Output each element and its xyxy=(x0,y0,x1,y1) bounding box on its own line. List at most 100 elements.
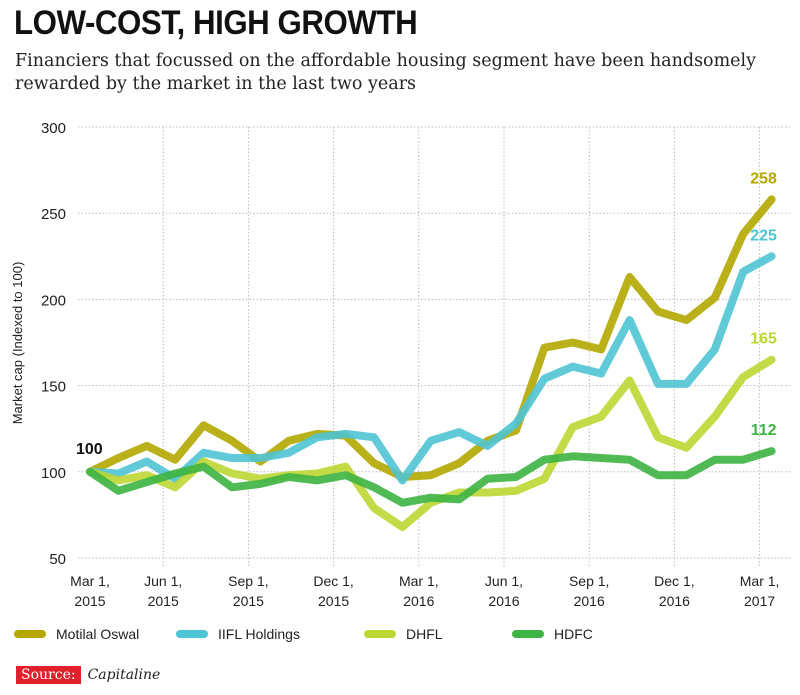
legend-item-hdfc: HDFC xyxy=(512,626,593,642)
data-point xyxy=(771,255,773,257)
start-value-label: 100 xyxy=(76,441,103,458)
end-value-label: 258 xyxy=(750,170,777,187)
y-tick-label: 250 xyxy=(41,206,66,223)
x-tick-label: Mar 1, xyxy=(399,573,439,589)
end-value-label: 225 xyxy=(750,227,777,244)
data-point xyxy=(572,455,574,457)
data-point xyxy=(458,431,460,433)
data-point xyxy=(600,373,602,375)
legend-item-iifl-holdings: IIFL Holdings xyxy=(176,626,364,642)
data-point xyxy=(288,452,290,454)
y-tick-label: 150 xyxy=(41,379,66,396)
x-tick-label: Dec 1, xyxy=(313,573,353,589)
end-value-label: 112 xyxy=(751,422,777,439)
data-point xyxy=(572,426,574,428)
source-label: Source: xyxy=(16,666,81,684)
data-point xyxy=(146,481,148,483)
data-point xyxy=(259,457,261,459)
data-point xyxy=(600,416,602,418)
x-tick-label: 2016 xyxy=(574,593,605,609)
data-point xyxy=(771,359,773,361)
chart-subtitle: Financiers that focussed on the affordab… xyxy=(15,51,757,94)
x-tick-label: 2015 xyxy=(148,593,179,609)
data-point xyxy=(685,474,687,476)
data-point xyxy=(458,491,460,493)
data-point xyxy=(685,383,687,385)
data-point xyxy=(373,486,375,488)
data-point xyxy=(543,478,545,480)
x-tick-label: 2016 xyxy=(488,593,519,609)
data-point xyxy=(231,440,233,442)
data-point xyxy=(259,483,261,485)
data-point xyxy=(600,348,602,350)
data-point xyxy=(629,459,631,461)
data-point xyxy=(146,474,148,476)
x-tick-label: 2015 xyxy=(318,593,349,609)
data-point xyxy=(316,479,318,481)
data-point xyxy=(117,473,119,475)
data-point xyxy=(458,498,460,500)
series-line-motilal-oswal xyxy=(86,195,776,481)
data-point xyxy=(543,347,545,349)
data-point xyxy=(117,457,119,459)
data-point xyxy=(487,478,489,480)
data-point xyxy=(714,348,716,350)
source-line: Source: Capitaline xyxy=(16,666,160,684)
data-point xyxy=(203,424,205,426)
data-point xyxy=(146,460,148,462)
data-point xyxy=(203,452,205,454)
legend-item-motilal-oswal: Motilal Oswal xyxy=(14,626,176,642)
data-point xyxy=(657,310,659,312)
data-point xyxy=(146,445,148,447)
data-point xyxy=(543,459,545,461)
y-axis-label: Market cap (Indexed to 100) xyxy=(10,262,25,425)
data-point xyxy=(515,423,517,425)
x-tick-label: Jun 1, xyxy=(144,573,182,589)
x-tick-label: 2015 xyxy=(74,593,105,609)
data-point xyxy=(771,198,773,200)
data-point xyxy=(345,433,347,435)
source-value: Capitaline xyxy=(87,667,161,683)
legend: Motilal Oswal IIFL Holdings DHFL HDFC xyxy=(14,626,593,642)
x-tick-label: Mar 1, xyxy=(70,573,110,589)
y-tick-label: 50 xyxy=(49,551,66,568)
data-point xyxy=(430,474,432,476)
data-point xyxy=(487,491,489,493)
data-point xyxy=(174,473,176,475)
x-tick-label: 2016 xyxy=(403,593,434,609)
data-point xyxy=(742,271,744,273)
data-point xyxy=(657,474,659,476)
chart-title: LOW-COST, HIGH GROWTH xyxy=(14,4,418,42)
data-point xyxy=(203,460,205,462)
series-line-iifl-holdings xyxy=(86,252,776,485)
legend-swatch xyxy=(364,630,396,638)
x-tick-label: Mar 1, xyxy=(740,573,780,589)
data-point xyxy=(657,436,659,438)
end-value-label: 165 xyxy=(750,331,777,348)
data-point xyxy=(117,479,119,481)
x-tick-label: 2015 xyxy=(233,593,264,609)
data-point xyxy=(288,440,290,442)
data-point xyxy=(259,478,261,480)
data-point xyxy=(685,319,687,321)
x-tick-label: 2017 xyxy=(744,593,775,609)
legend-label: Motilal Oswal xyxy=(56,626,140,642)
data-point xyxy=(231,457,233,459)
legend-swatch xyxy=(14,630,46,638)
data-point xyxy=(203,466,205,468)
data-point xyxy=(629,276,631,278)
legend-swatch xyxy=(176,630,208,638)
data-point xyxy=(174,459,176,461)
data-point xyxy=(572,366,574,368)
data-point xyxy=(430,440,432,442)
data-point xyxy=(714,416,716,418)
data-point xyxy=(345,474,347,476)
data-point xyxy=(543,378,545,380)
data-point xyxy=(629,379,631,381)
data-point xyxy=(401,502,403,504)
legend-label: IIFL Holdings xyxy=(218,626,300,642)
data-point xyxy=(742,459,744,461)
legend-item-dhfl: DHFL xyxy=(364,626,512,642)
data-point xyxy=(600,457,602,459)
data-point xyxy=(657,383,659,385)
